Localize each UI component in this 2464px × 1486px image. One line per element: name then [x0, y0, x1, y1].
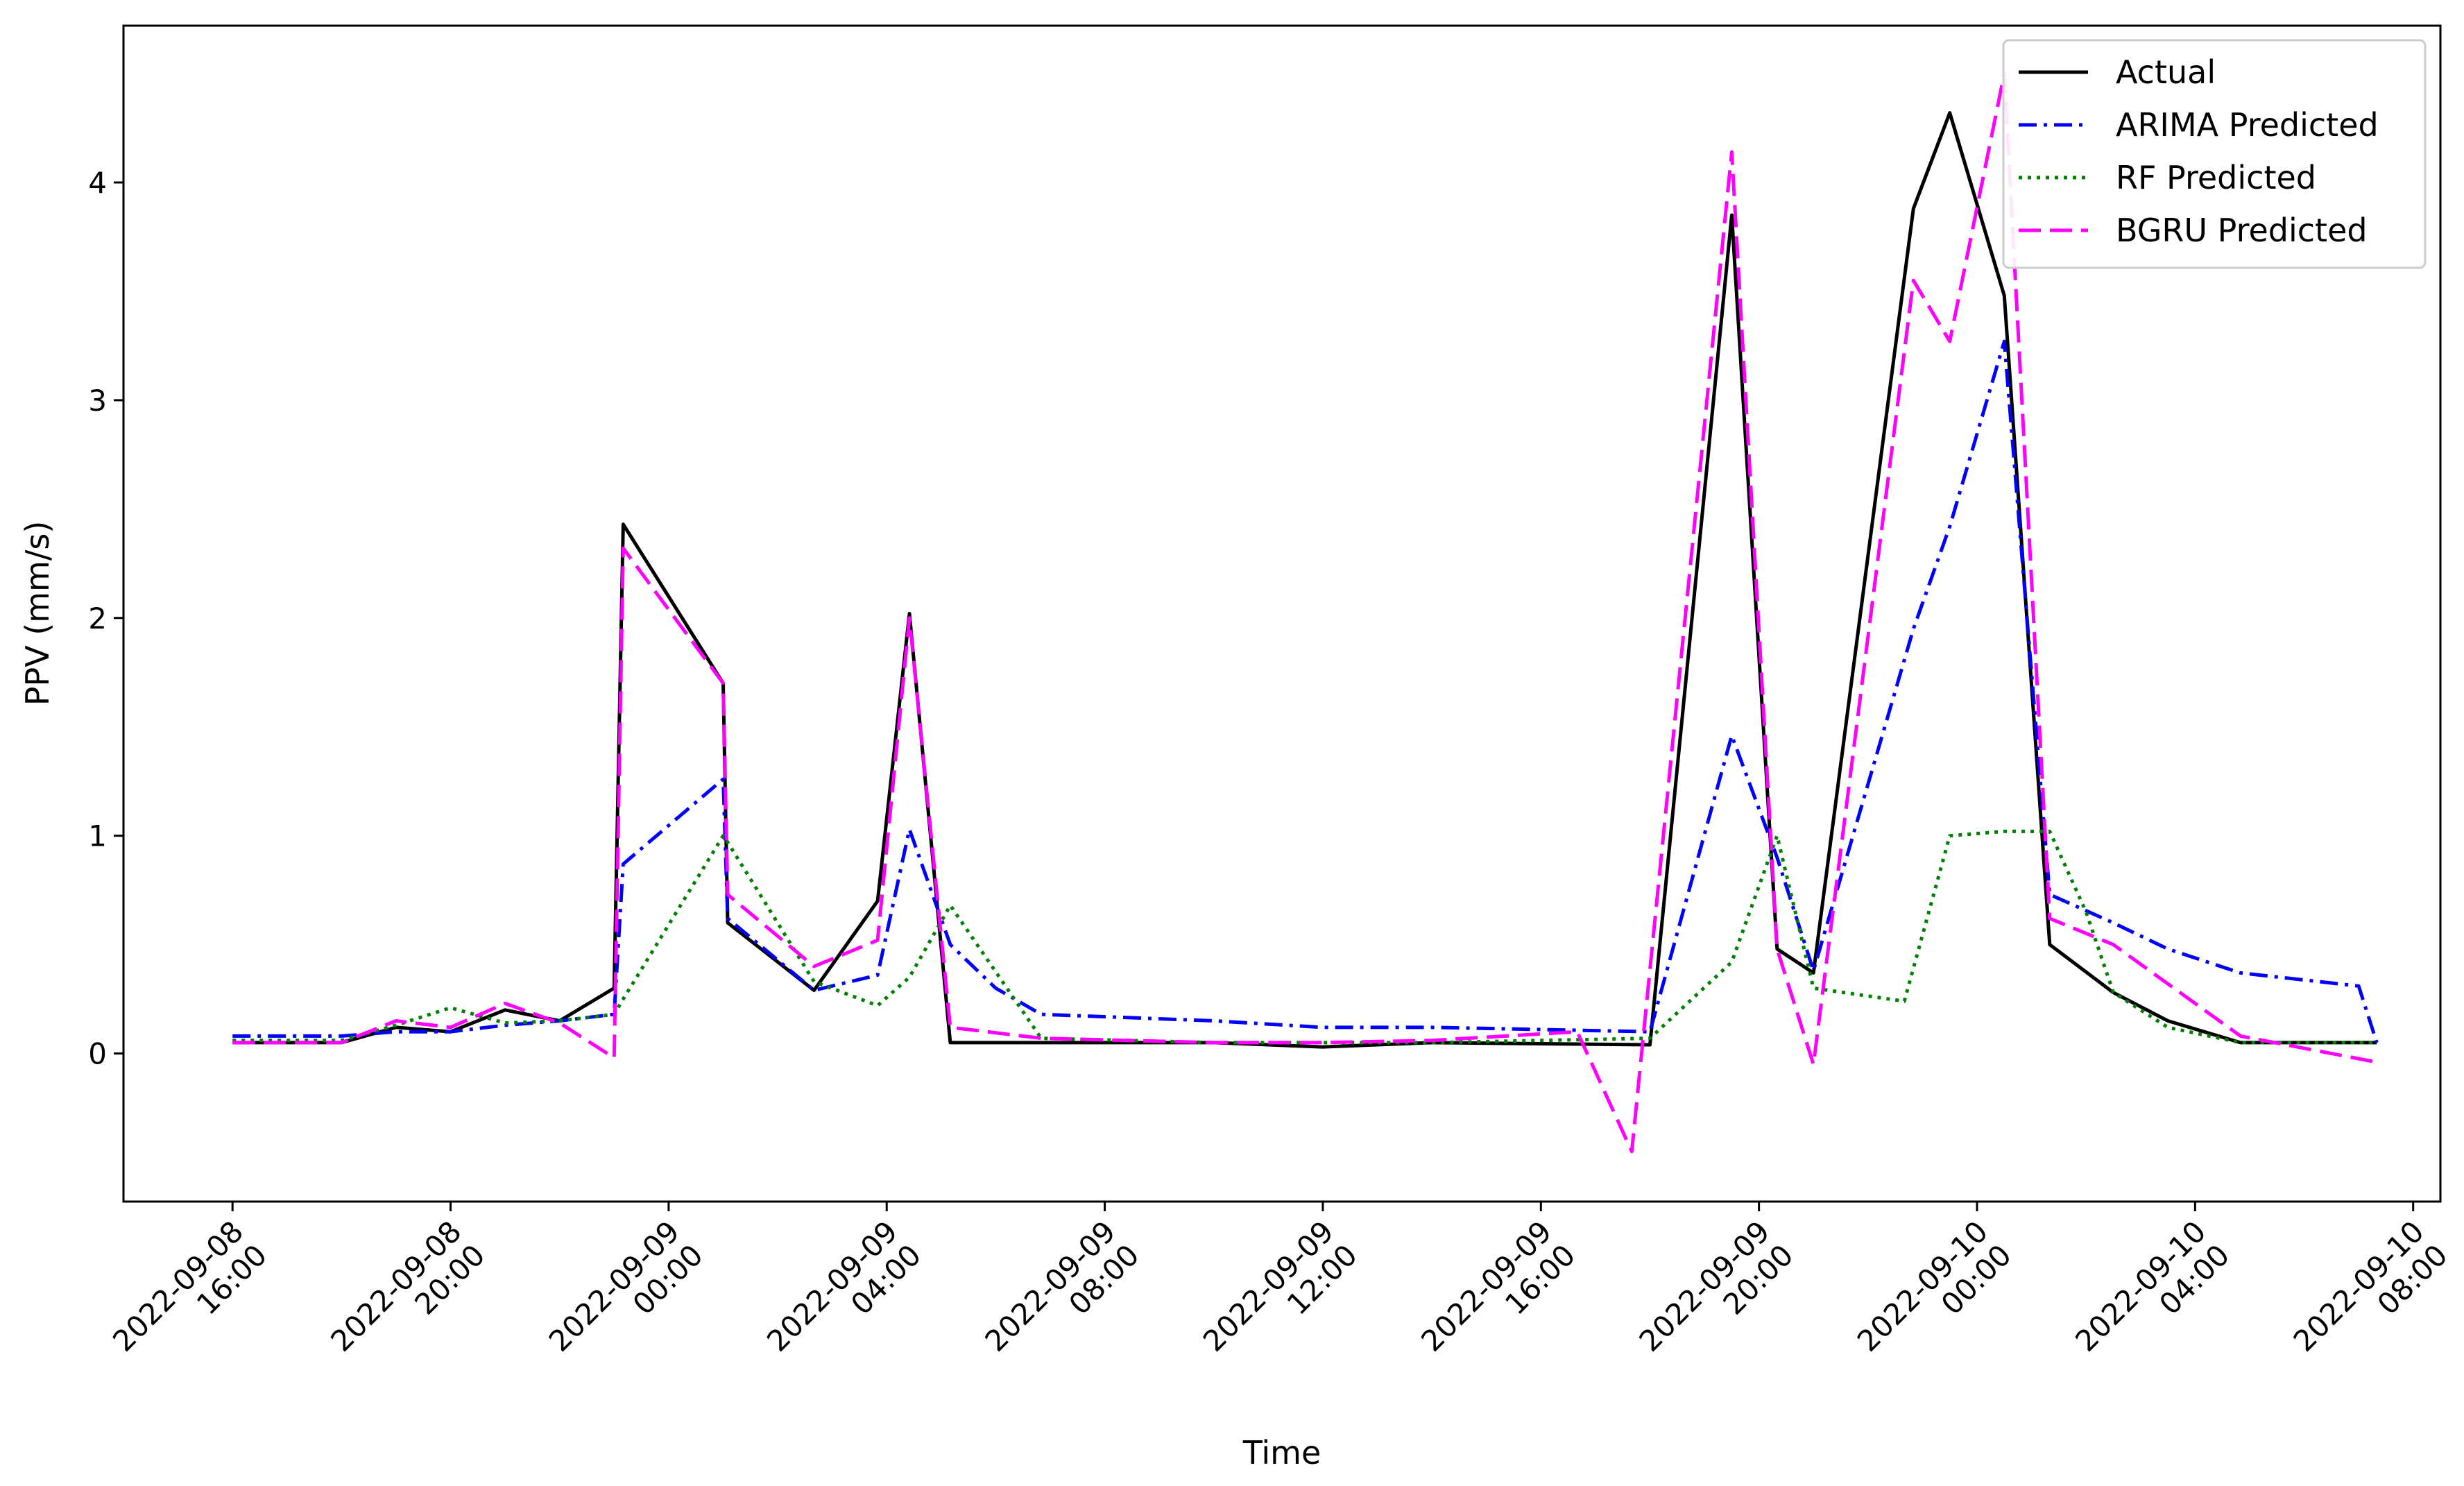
legend-label-2: RF Predicted	[2116, 159, 2316, 196]
legend-label-3: BGRU Predicted	[2116, 212, 2368, 249]
plot-frame	[122, 24, 2442, 1203]
legend-label-1: ARIMA Predicted	[2116, 106, 2379, 144]
y-axis-ticks: 0 1 2 3 4	[88, 166, 123, 1071]
y-tick-label: 4	[88, 166, 107, 200]
legend: Actual ARIMA Predicted RF Predicted BGRU Pr…	[2002, 39, 2427, 269]
y-tick-label: 3	[88, 384, 107, 418]
y-axis-title: PPV (mm/s)	[19, 521, 56, 706]
series-layer	[232, 71, 2379, 1154]
legend-box	[2002, 39, 2427, 269]
series-line-2	[232, 829, 2377, 1045]
y-tick-label: 2	[88, 601, 107, 635]
legend-label-0: Actual	[2116, 53, 2216, 91]
series-line-3	[232, 71, 2377, 1154]
x-axis-title: Time	[1242, 1434, 1321, 1471]
y-tick-label: 1	[88, 819, 107, 853]
y-tick-label: 0	[88, 1037, 107, 1071]
